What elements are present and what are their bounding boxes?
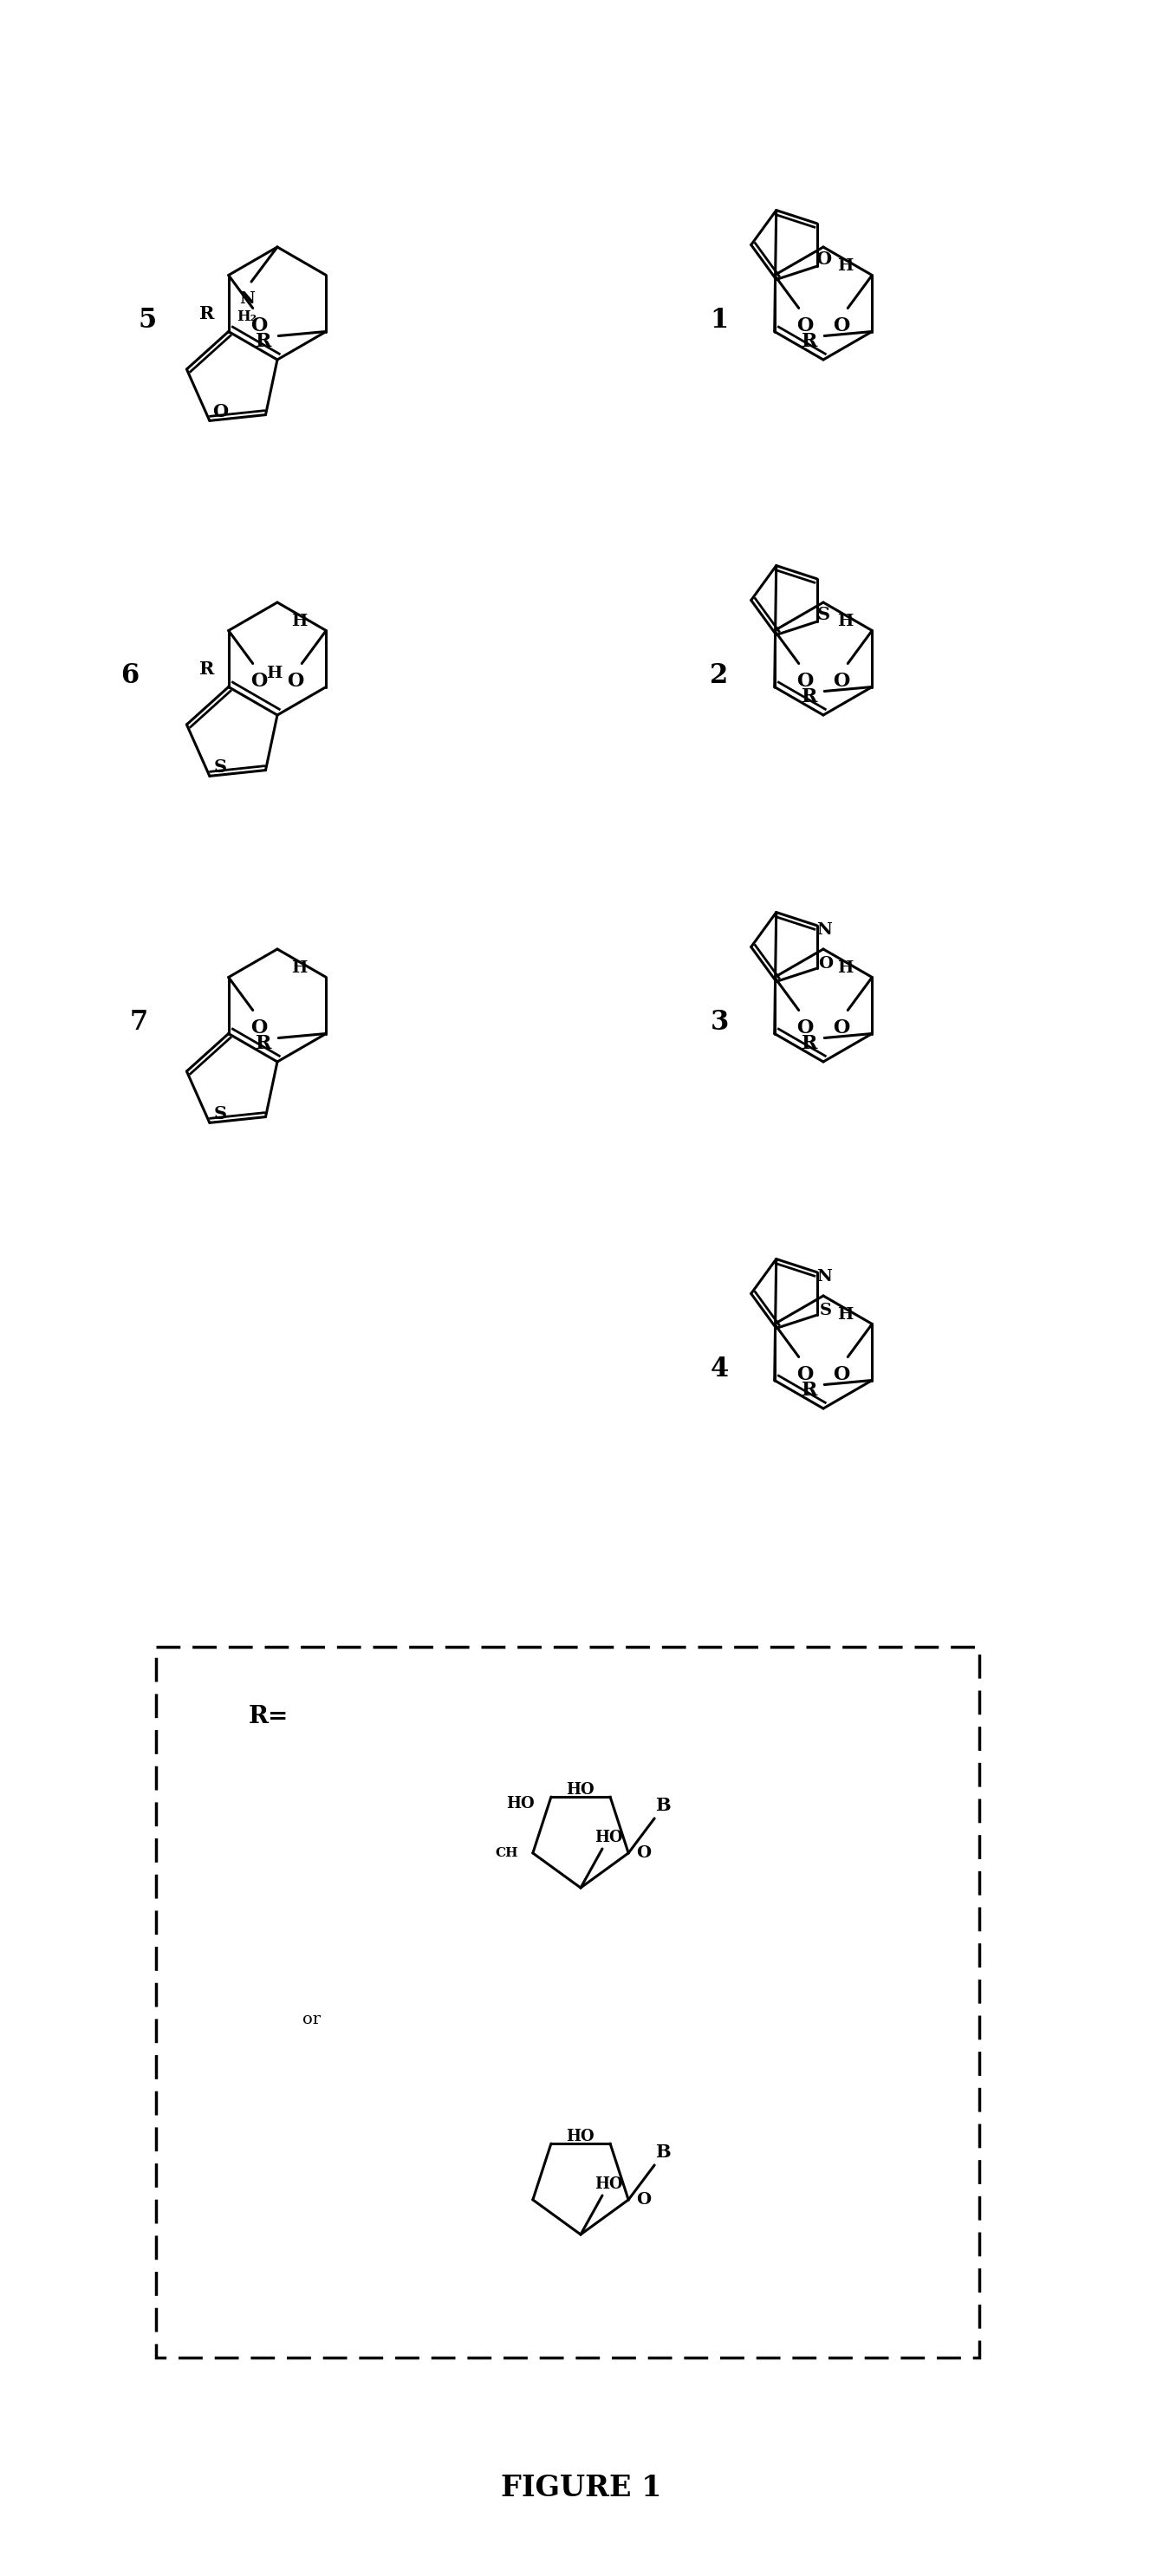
Text: 6: 6 — [121, 662, 140, 690]
Text: H₂: H₂ — [237, 309, 257, 325]
Text: R=: R= — [249, 1705, 288, 1728]
Text: H: H — [837, 961, 852, 976]
Text: O: O — [287, 672, 305, 690]
Text: HO: HO — [565, 2128, 594, 2143]
FancyBboxPatch shape — [156, 1646, 979, 2357]
Text: O: O — [797, 1018, 813, 1038]
Text: R: R — [256, 332, 272, 350]
Text: R: R — [801, 1036, 818, 1054]
Text: O: O — [250, 672, 267, 690]
Text: 1: 1 — [711, 307, 728, 335]
Text: O: O — [636, 2192, 651, 2208]
Text: HO: HO — [565, 1783, 594, 1798]
Text: R: R — [801, 332, 818, 350]
Text: N: N — [816, 1270, 832, 1285]
Text: S: S — [214, 1105, 227, 1123]
Text: HO: HO — [594, 2177, 622, 2192]
Text: or: or — [302, 2012, 321, 2027]
Text: H: H — [837, 1306, 852, 1321]
Text: B: B — [656, 1795, 671, 1814]
Text: O: O — [834, 1018, 850, 1038]
Text: 4: 4 — [711, 1355, 728, 1383]
Text: O: O — [834, 317, 850, 335]
Text: R: R — [256, 1036, 272, 1054]
Text: O: O — [636, 1844, 651, 1860]
Text: O: O — [250, 317, 267, 335]
Text: O: O — [797, 672, 813, 690]
Text: H: H — [291, 613, 307, 629]
Text: H: H — [266, 667, 283, 683]
Text: O: O — [797, 1365, 813, 1383]
Text: 5: 5 — [138, 307, 157, 335]
Text: S: S — [820, 1303, 832, 1319]
Text: O: O — [834, 1365, 850, 1383]
Text: H: H — [291, 961, 307, 976]
Text: FIGURE 1: FIGURE 1 — [501, 2473, 662, 2501]
Text: 3: 3 — [711, 1010, 728, 1036]
Text: S: S — [214, 760, 227, 775]
Text: HO: HO — [507, 1795, 535, 1811]
Text: 2: 2 — [711, 662, 728, 690]
Text: 7: 7 — [129, 1010, 148, 1036]
Text: CH: CH — [495, 1847, 519, 1860]
Text: O: O — [816, 250, 832, 268]
Text: H: H — [837, 613, 852, 629]
Text: B: B — [656, 2143, 671, 2161]
Text: R: R — [801, 1381, 818, 1401]
Text: R: R — [801, 688, 818, 706]
Text: HO: HO — [594, 1829, 622, 1844]
Text: O: O — [797, 317, 813, 335]
Text: O: O — [250, 1018, 267, 1038]
Text: R: R — [199, 307, 214, 322]
Text: O: O — [819, 956, 833, 971]
Text: N: N — [816, 922, 832, 938]
Text: N: N — [240, 291, 255, 307]
Text: O: O — [212, 404, 228, 420]
Text: H: H — [837, 258, 852, 273]
Text: O: O — [834, 672, 850, 690]
Text: R: R — [199, 662, 214, 677]
Text: S: S — [818, 605, 830, 623]
